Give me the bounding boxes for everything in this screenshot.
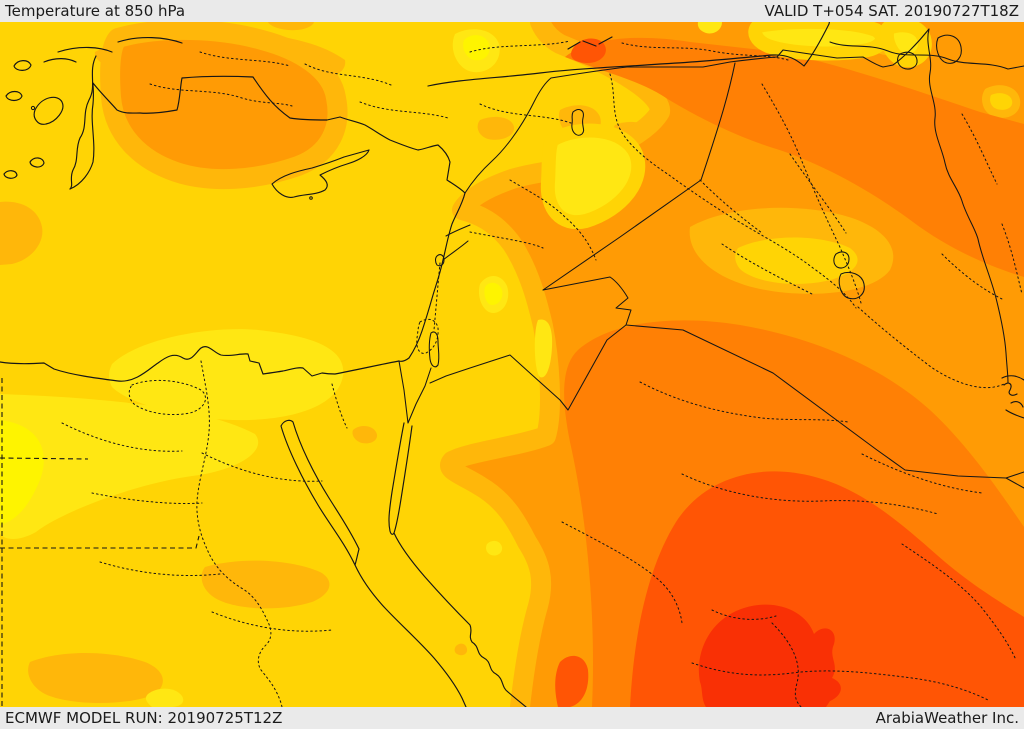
- gulf-of-aqaba-coast: [388, 422, 413, 535]
- amber-egypt-center: [201, 560, 330, 609]
- turkey-south-coast: [69, 75, 466, 194]
- admin-saudi-1: [639, 381, 849, 423]
- lake-urmia: [936, 34, 962, 64]
- red-orange-redsea-spot: [555, 655, 589, 707]
- amber-sinai-spot: [352, 426, 378, 444]
- egypt-delta-coast: [0, 346, 400, 382]
- lakes: [428, 34, 962, 368]
- amber-left-edge: [0, 201, 43, 265]
- deep-orange-north-band: [565, 37, 1024, 278]
- bright-yellow-saudi-spot: [486, 540, 503, 556]
- brightest-yellow-left-edge: [0, 420, 44, 525]
- marmara-coast: [43, 36, 183, 63]
- valid-time-label: VALID T+054 SAT. 20190727T18Z: [764, 2, 1019, 20]
- levant-coast: [398, 192, 466, 362]
- aegean-islands: [3, 60, 64, 179]
- gold-central-iraq: [735, 237, 858, 284]
- black-sea-coast: [427, 22, 830, 87]
- admin-iraq: [699, 153, 847, 295]
- shatt-al-arab: [857, 306, 1007, 389]
- euphrates-river: [609, 73, 857, 309]
- admin-turkey-3: [469, 40, 572, 124]
- admin-saudi-6: [711, 609, 802, 707]
- gulf-of-suez-coast: [280, 419, 360, 566]
- lake-tuz: [571, 109, 585, 136]
- bright-yellow-top-spot: [697, 22, 722, 34]
- lake-van: [897, 51, 918, 70]
- temperature-map-svg: [0, 22, 1024, 707]
- header-bar: Temperature at 850 hPa VALID T+054 SAT. …: [0, 0, 1024, 22]
- amber-top-edge: [268, 22, 314, 31]
- lake-tharthar: [833, 251, 850, 269]
- temp-band-red: [698, 604, 841, 707]
- bright-yellow-bottom-spot: [145, 688, 184, 707]
- bright-yellow-nile-delta: [109, 329, 344, 421]
- admin-saudi-5: [691, 662, 989, 701]
- brightest-yellow-damascus-core: [484, 282, 503, 305]
- admin-egypt-2: [99, 561, 333, 632]
- island-city-dot: [30, 105, 36, 111]
- admin-egypt-1: [61, 422, 323, 505]
- admin-levant: [416, 231, 544, 354]
- jordan-saudi-border: [429, 324, 627, 411]
- country-borders: [398, 28, 1024, 489]
- admin-turkey-4: [199, 42, 789, 67]
- lebanon-borders: [442, 224, 471, 261]
- brightest-yellow-turkey-core: [463, 35, 490, 61]
- persian-gulf-coast: [1001, 375, 1024, 419]
- iraq-iran-border: [927, 28, 1009, 384]
- admin-sinai: [331, 383, 348, 429]
- cyprus-south-dot: [309, 196, 313, 200]
- red-sea-west-coast: [354, 564, 467, 707]
- amber-redsea-spot: [454, 643, 468, 656]
- qattara-depression: [128, 380, 206, 416]
- credit-label: ArabiaWeather Inc.: [875, 709, 1019, 727]
- bright-yellow-east-syria: [540, 123, 646, 230]
- bright-yellow-jordan-sliver: [534, 319, 553, 378]
- footer-bar: ECMWF MODEL RUN: 20190725T12Z ArabiaWeat…: [0, 707, 1024, 729]
- map-canvas: [0, 22, 1024, 707]
- admin-saudi-2: [681, 473, 939, 515]
- lake-razzaza: [838, 271, 865, 300]
- temperature-fill-layers: [0, 22, 1024, 707]
- bright-yellow-north-iraq-1: [748, 22, 890, 61]
- orange-west-turkey-blob: [100, 22, 348, 190]
- tigris-river: [761, 83, 862, 304]
- red-orange-north-spot: [571, 38, 606, 63]
- gold-patch-ne-2: [982, 85, 1021, 118]
- temp-band-brightest-yellow: [0, 35, 503, 525]
- red-sea-east-coast: [393, 532, 527, 707]
- coastlines: [0, 22, 1024, 707]
- admin-saudi-4: [861, 453, 1017, 661]
- dead-sea: [428, 331, 440, 368]
- turkey-syria-border: [464, 49, 894, 194]
- admin-syria: [509, 179, 597, 261]
- admin-iran: [941, 113, 1023, 300]
- egypt-sudan-line: [0, 535, 200, 549]
- syria-iraq-border: [542, 62, 736, 291]
- bright-yellow-sw-wedge: [0, 394, 259, 539]
- jordan-river: [433, 262, 441, 331]
- map-line-work: [0, 22, 1024, 707]
- red-core-blob: [698, 604, 841, 707]
- admin-turkey-2: [304, 63, 449, 119]
- amber-anatolia-2: [477, 116, 515, 140]
- amber-egypt-south: [28, 653, 163, 703]
- dotted-admin-and-rivers: [61, 40, 1023, 707]
- model-run-label: ECMWF MODEL RUN: 20190725T12Z: [5, 709, 283, 727]
- dashed-admin-borders: [0, 378, 200, 707]
- sea-of-galilee: [434, 254, 445, 267]
- bosphorus-coast: [567, 36, 613, 50]
- admin-turkey-1: [149, 83, 293, 107]
- admin-saudi-3: [561, 521, 683, 624]
- aegean-coast: [69, 55, 97, 190]
- caucasus-borders: [829, 28, 1024, 70]
- map-title: Temperature at 850 hPa: [5, 2, 186, 20]
- cyprus-coast: [271, 149, 370, 198]
- jordan-iraq-saudi-border: [542, 276, 1024, 489]
- egypt-admin-line: [0, 457, 89, 460]
- israel-egypt-jordan-borders: [398, 360, 432, 424]
